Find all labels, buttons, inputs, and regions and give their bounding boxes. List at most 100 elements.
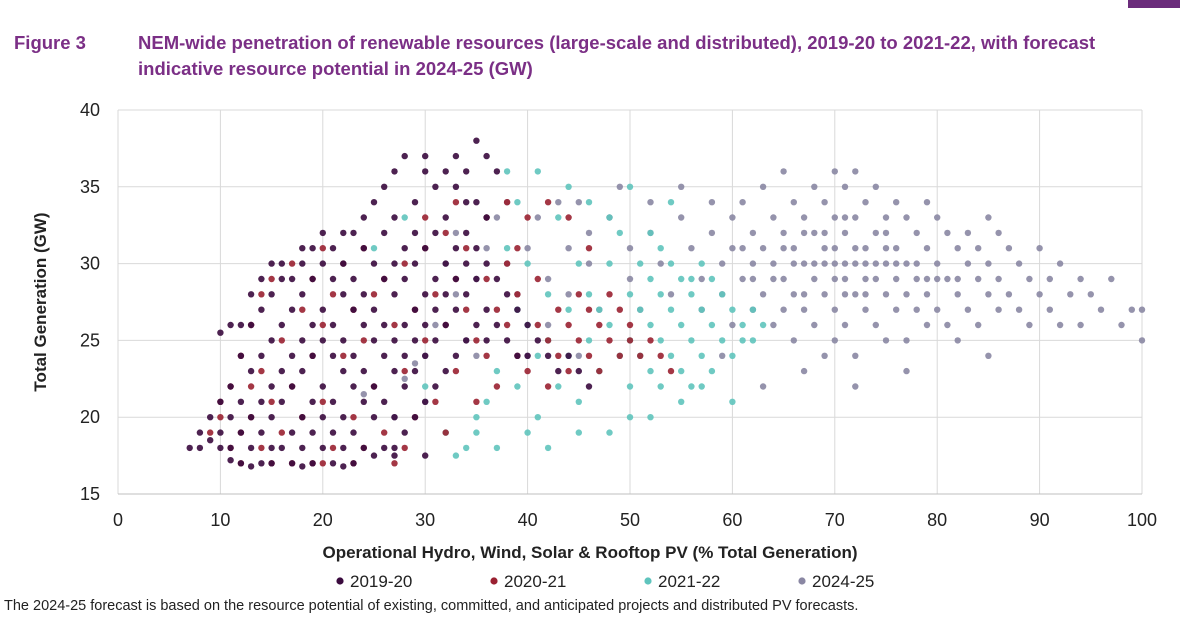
- data-point: [473, 245, 480, 252]
- data-point: [719, 291, 726, 298]
- data-point: [442, 229, 449, 237]
- data-point: [514, 245, 521, 252]
- data-point: [319, 460, 326, 467]
- data-point: [790, 245, 797, 252]
- data-point: [381, 444, 388, 452]
- data-point: [258, 291, 265, 298]
- data-point: [401, 275, 408, 283]
- data-point: [411, 360, 419, 367]
- data-point: [893, 260, 900, 267]
- data-point: [739, 275, 746, 283]
- data-point: [217, 429, 224, 436]
- data-point: [647, 321, 654, 329]
- data-point: [862, 306, 869, 313]
- data-point: [626, 337, 634, 344]
- data-point: [473, 137, 480, 144]
- data-point: [299, 463, 306, 470]
- data-point: [903, 214, 910, 221]
- data-point: [555, 367, 562, 375]
- legend-label: 2024-25: [812, 572, 874, 591]
- data-point: [340, 463, 347, 470]
- data-point: [698, 306, 705, 313]
- data-point: [780, 275, 787, 283]
- data-point: [831, 306, 838, 313]
- data-point: [370, 383, 378, 390]
- data-point: [473, 337, 480, 344]
- data-point: [759, 291, 767, 298]
- data-point: [544, 352, 552, 359]
- data-point: [411, 414, 419, 421]
- data-point: [247, 321, 255, 329]
- data-point: [862, 260, 869, 267]
- data-point: [329, 460, 337, 467]
- data-point: [237, 460, 245, 467]
- data-point: [729, 245, 736, 252]
- data-point: [975, 275, 982, 283]
- data-point: [841, 183, 849, 190]
- figure-title: NEM-wide penetration of renewable resour…: [138, 32, 1096, 79]
- data-point: [329, 275, 337, 283]
- y-tick-label: 15: [80, 484, 100, 504]
- data-point: [575, 367, 582, 375]
- data-point: [575, 291, 582, 298]
- data-point: [452, 367, 460, 375]
- data-point: [360, 245, 367, 252]
- data-point: [473, 199, 480, 206]
- data-point: [585, 229, 593, 237]
- data-point: [401, 352, 408, 359]
- data-point: [708, 229, 716, 237]
- data-point: [268, 260, 275, 267]
- data-point: [555, 383, 562, 390]
- figure-number: Figure 3: [14, 32, 86, 53]
- data-point: [524, 321, 531, 329]
- data-point: [811, 260, 818, 267]
- data-point: [299, 306, 306, 313]
- data-point: [544, 291, 552, 298]
- data-point: [770, 214, 777, 221]
- data-point: [247, 367, 255, 375]
- data-point: [1046, 306, 1054, 313]
- data-point: [391, 260, 398, 267]
- data-point: [585, 352, 593, 359]
- data-point: [350, 383, 357, 390]
- legend-marker: [798, 577, 806, 585]
- data-point: [841, 260, 849, 267]
- data-point: [340, 414, 347, 421]
- data-point: [268, 414, 275, 421]
- data-point: [759, 321, 767, 329]
- data-point: [237, 429, 245, 436]
- data-point: [841, 291, 849, 298]
- data-point: [1036, 291, 1043, 298]
- y-tick-label: 40: [80, 100, 100, 120]
- data-point: [995, 306, 1002, 313]
- data-point: [463, 229, 470, 237]
- data-point: [360, 367, 367, 375]
- data-point: [514, 199, 521, 206]
- data-point: [401, 260, 408, 267]
- data-point: [544, 337, 552, 344]
- data-point: [657, 383, 664, 390]
- data-point: [1138, 337, 1146, 344]
- data-point: [247, 444, 255, 452]
- data-point: [862, 245, 869, 252]
- data-point: [729, 321, 736, 329]
- data-point: [1077, 275, 1084, 283]
- data-point: [503, 291, 511, 298]
- data-point: [493, 367, 501, 375]
- data-point: [381, 352, 388, 359]
- legend-marker: [490, 577, 498, 585]
- data-point: [913, 275, 920, 283]
- data-point: [800, 367, 808, 375]
- data-point: [422, 398, 429, 405]
- data-point: [698, 352, 705, 359]
- x-tick-label: 0: [113, 510, 123, 530]
- data-point: [258, 429, 265, 436]
- data-point: [278, 275, 285, 283]
- data-point: [811, 275, 818, 283]
- data-point: [585, 337, 593, 344]
- data-point: [452, 229, 460, 237]
- data-point: [544, 275, 552, 283]
- data-point: [483, 337, 490, 344]
- data-point: [790, 337, 797, 344]
- data-point: [268, 398, 275, 405]
